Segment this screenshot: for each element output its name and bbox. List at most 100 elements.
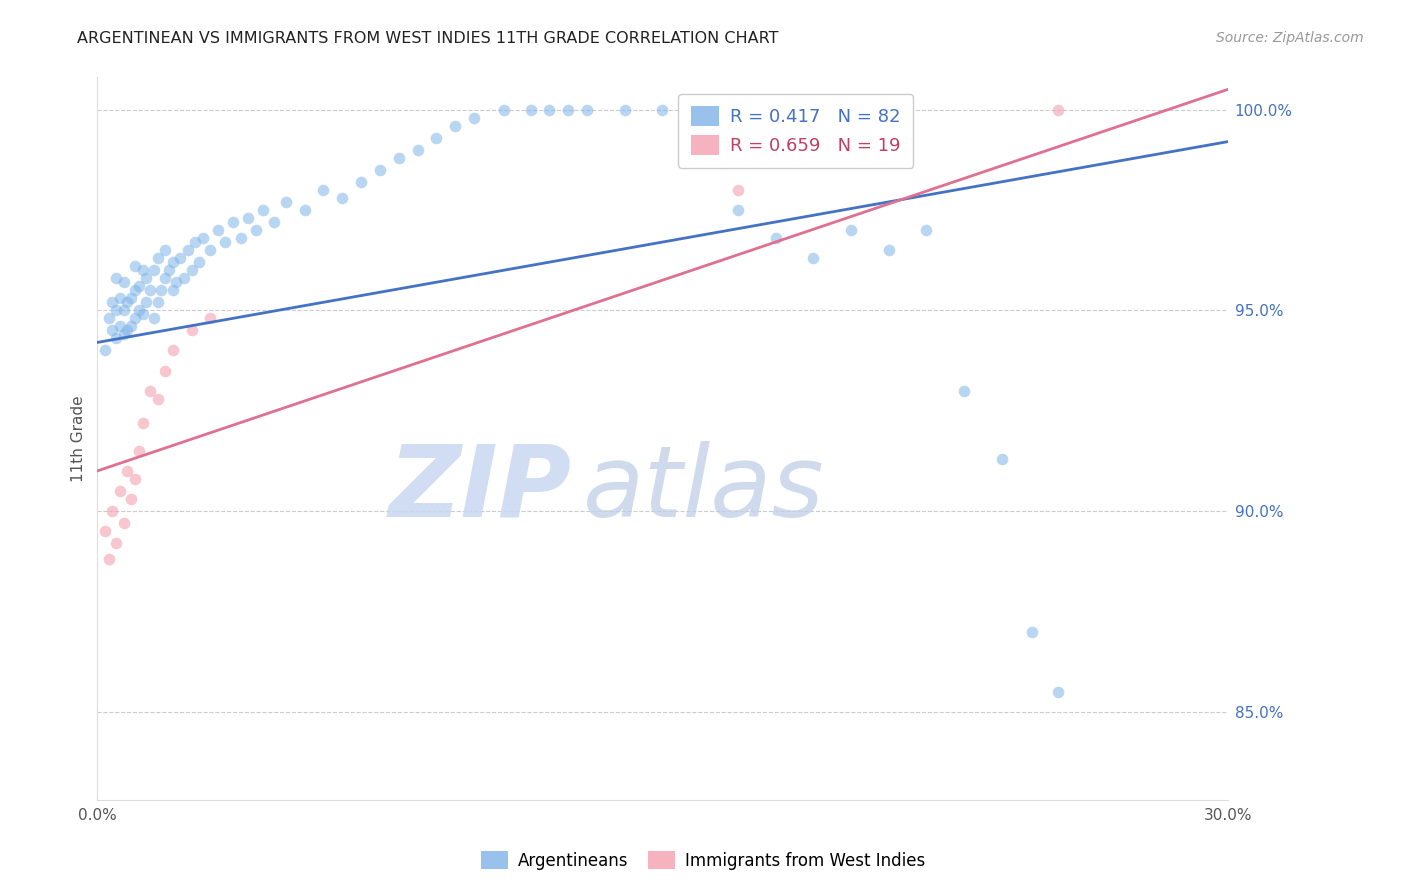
Y-axis label: 11th Grade: 11th Grade: [72, 395, 86, 482]
Point: [169, 251, 191, 265]
Point: [124, 472, 146, 486]
Point: [105, 303, 128, 318]
Point: [180, 323, 202, 337]
Point: [350, 175, 373, 189]
Point: [727, 183, 749, 197]
Point: [1021, 624, 1043, 639]
Point: [150, 283, 173, 297]
Point: [245, 223, 267, 237]
Point: [101, 504, 124, 518]
Point: [153, 363, 176, 377]
Point: [406, 143, 429, 157]
Legend: R = 0.417   N = 82, R = 0.659   N = 19: R = 0.417 N = 82, R = 0.659 N = 19: [678, 94, 914, 168]
Point: [101, 295, 124, 310]
Point: [1047, 684, 1070, 698]
Point: [576, 103, 599, 117]
Point: [112, 327, 135, 342]
Point: [801, 251, 824, 265]
Point: [689, 103, 711, 117]
Point: [139, 384, 162, 398]
Point: [180, 263, 202, 277]
Point: [105, 331, 128, 345]
Point: [124, 259, 146, 273]
Point: [105, 271, 128, 285]
Point: [388, 151, 411, 165]
Point: [128, 303, 150, 318]
Point: [368, 162, 391, 177]
Point: [294, 202, 316, 217]
Point: [200, 243, 222, 257]
Point: [97, 552, 120, 566]
Point: [177, 243, 200, 257]
Point: [135, 295, 157, 310]
Point: [425, 130, 447, 145]
Point: [651, 103, 673, 117]
Point: [236, 211, 259, 225]
Point: [153, 243, 176, 257]
Point: [727, 202, 749, 217]
Point: [877, 243, 900, 257]
Point: [101, 323, 124, 337]
Point: [108, 291, 131, 305]
Point: [128, 279, 150, 293]
Point: [162, 283, 184, 297]
Point: [112, 303, 135, 318]
Point: [105, 536, 128, 550]
Point: [124, 311, 146, 326]
Point: [184, 235, 207, 249]
Point: [124, 283, 146, 297]
Point: [191, 231, 214, 245]
Point: [519, 103, 541, 117]
Point: [94, 524, 117, 538]
Point: [108, 483, 131, 498]
Point: [263, 215, 285, 229]
Point: [162, 343, 184, 358]
Point: [139, 283, 162, 297]
Point: [330, 191, 353, 205]
Point: [613, 103, 636, 117]
Point: [94, 343, 117, 358]
Point: [188, 255, 211, 269]
Point: [463, 111, 485, 125]
Text: atlas: atlas: [583, 441, 825, 538]
Point: [839, 223, 862, 237]
Point: [146, 392, 169, 406]
Legend: Argentineans, Immigrants from West Indies: Argentineans, Immigrants from West Indie…: [474, 845, 932, 877]
Point: [142, 311, 165, 326]
Point: [214, 235, 236, 249]
Point: [274, 194, 297, 209]
Point: [1047, 103, 1070, 117]
Point: [157, 263, 180, 277]
Point: [312, 183, 335, 197]
Point: [252, 202, 274, 217]
Point: [765, 231, 787, 245]
Point: [112, 275, 135, 289]
Point: [146, 295, 169, 310]
Point: [153, 271, 176, 285]
Point: [120, 319, 142, 334]
Point: [444, 119, 467, 133]
Point: [131, 416, 153, 430]
Point: [131, 307, 153, 321]
Point: [117, 295, 139, 310]
Point: [173, 271, 195, 285]
Point: [953, 384, 976, 398]
Point: [146, 251, 169, 265]
Point: [229, 231, 252, 245]
Point: [166, 275, 188, 289]
Point: [108, 319, 131, 334]
Point: [494, 103, 516, 117]
Point: [117, 464, 139, 478]
Text: ARGENTINEAN VS IMMIGRANTS FROM WEST INDIES 11TH GRADE CORRELATION CHART: ARGENTINEAN VS IMMIGRANTS FROM WEST INDI…: [77, 31, 779, 46]
Point: [97, 311, 120, 326]
Text: Source: ZipAtlas.com: Source: ZipAtlas.com: [1216, 31, 1364, 45]
Point: [538, 103, 561, 117]
Point: [128, 443, 150, 458]
Point: [990, 451, 1012, 466]
Point: [200, 311, 222, 326]
Point: [135, 271, 157, 285]
Point: [120, 291, 142, 305]
Point: [207, 223, 229, 237]
Point: [162, 255, 184, 269]
Point: [120, 491, 142, 506]
